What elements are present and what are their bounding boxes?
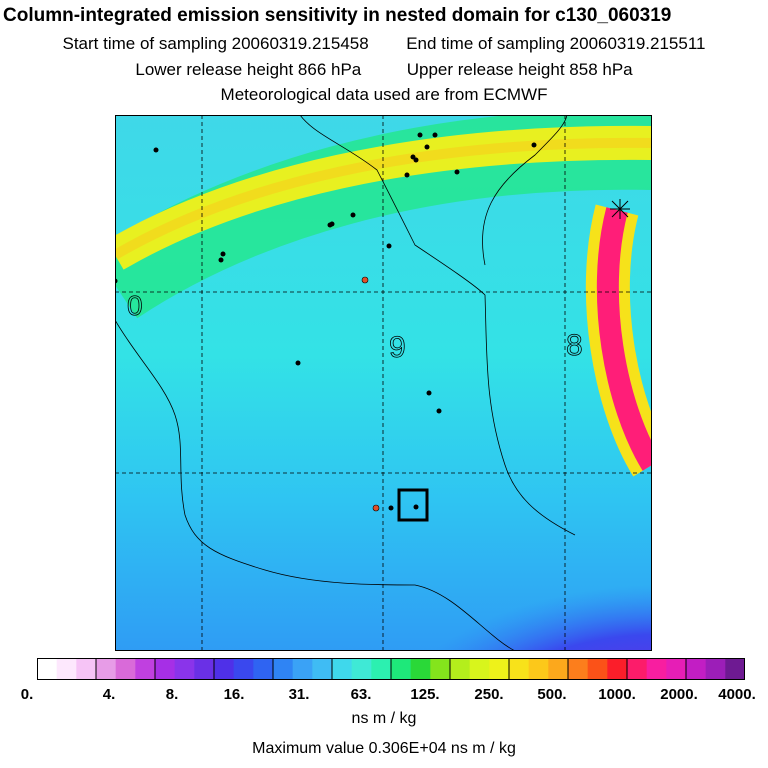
sensitivity-map: 0 9 8 bbox=[115, 115, 652, 651]
coastline bbox=[115, 319, 516, 651]
colorbar-swatch bbox=[115, 658, 136, 680]
colorbar-swatch bbox=[607, 658, 628, 680]
start-time-label: Start time of sampling 20060319.215458 bbox=[62, 34, 369, 53]
colorbar-swatch bbox=[725, 658, 745, 680]
colorbar-swatch bbox=[568, 658, 589, 680]
tick-label: 2000. bbox=[660, 686, 698, 703]
release-heights: Lower release height 866 hPa Upper relea… bbox=[0, 60, 768, 80]
colorbar-swatch bbox=[489, 658, 510, 680]
contour-label-9: 9 bbox=[389, 331, 406, 364]
colorbar-swatch bbox=[391, 658, 412, 680]
colorbar-swatch bbox=[253, 658, 274, 680]
tick-label: 4. bbox=[102, 686, 116, 703]
colorbar-units: ns m / kg bbox=[351, 710, 417, 727]
coastline-north bbox=[482, 115, 568, 266]
colorbar-swatch bbox=[587, 658, 608, 680]
colorbar-swatch bbox=[509, 658, 530, 680]
origin-point-2 bbox=[372, 504, 380, 512]
colorbar-swatch bbox=[233, 658, 254, 680]
colorbar-swatch bbox=[351, 658, 372, 680]
colorbar-swatch bbox=[56, 658, 77, 680]
colorbar-swatch bbox=[686, 658, 707, 680]
release-plume bbox=[596, 207, 652, 471]
colorbar-swatch bbox=[155, 658, 176, 680]
tick-label: 63. bbox=[350, 686, 372, 703]
colorbar-swatch bbox=[273, 658, 294, 680]
tick-label: 4000. bbox=[718, 686, 756, 703]
tick-label: 500. bbox=[537, 686, 567, 703]
colorbar-swatch bbox=[96, 658, 117, 680]
tick-label: 1000. bbox=[598, 686, 636, 703]
receptor-box bbox=[397, 488, 429, 522]
tick-label: 8. bbox=[165, 686, 179, 703]
colorbar-swatch bbox=[646, 658, 667, 680]
maximum-value-label: Maximum value 0.306E+04 ns m / kg bbox=[252, 740, 516, 757]
low-sensitivity-region bbox=[255, 465, 652, 651]
contour-label-8: 8 bbox=[566, 329, 583, 362]
colorbar-swatch bbox=[627, 658, 648, 680]
colorbar-swatch bbox=[332, 658, 353, 680]
tick-label: 0. bbox=[20, 686, 34, 703]
tick-label: 16. bbox=[223, 686, 245, 703]
chart-title: Column-integrated emission sensitivity i… bbox=[3, 5, 672, 26]
colorbar-swatch bbox=[135, 658, 156, 680]
station-points bbox=[115, 132, 537, 511]
colorbar-swatch bbox=[469, 658, 490, 680]
coastline-east bbox=[299, 115, 576, 536]
met-data-label: Meteorological data used are from ECMWF bbox=[220, 85, 548, 104]
colorbar bbox=[37, 658, 745, 680]
tick-label: 125. bbox=[410, 686, 440, 703]
origin-point bbox=[361, 276, 369, 284]
colorbar-swatch bbox=[194, 658, 215, 680]
colorbar-swatch bbox=[174, 658, 195, 680]
colorbar-frame bbox=[37, 658, 745, 680]
colorbar-swatch bbox=[312, 658, 333, 680]
colorbar-swatch bbox=[371, 658, 392, 680]
colorbar-swatch bbox=[76, 658, 97, 680]
sampling-times: Start time of sampling 20060319.215458 E… bbox=[0, 34, 768, 54]
colorbar-swatch bbox=[292, 658, 313, 680]
colorbar-swatch bbox=[666, 658, 687, 680]
tick-label: 31. bbox=[288, 686, 310, 703]
tick-label: 250. bbox=[474, 686, 504, 703]
upper-release-label: Upper release height 858 hPa bbox=[406, 60, 633, 79]
colorbar-swatch bbox=[430, 658, 451, 680]
gridlines bbox=[115, 115, 652, 651]
colorbar-swatch bbox=[528, 658, 549, 680]
lower-release-label: Lower release height 866 hPa bbox=[135, 60, 362, 79]
map-frame bbox=[115, 115, 652, 651]
colorbar-swatch bbox=[450, 658, 471, 680]
colorbar-swatch bbox=[37, 658, 58, 680]
colorbar-swatch bbox=[214, 658, 235, 680]
colorbar-swatch bbox=[548, 658, 569, 680]
end-time-label: End time of sampling 20060319.215511 bbox=[406, 34, 706, 53]
release-location-marker bbox=[610, 199, 630, 219]
colorbar-swatch bbox=[410, 658, 431, 680]
colorbar-swatch bbox=[705, 658, 726, 680]
contour-label-0: 0 bbox=[127, 290, 143, 321]
